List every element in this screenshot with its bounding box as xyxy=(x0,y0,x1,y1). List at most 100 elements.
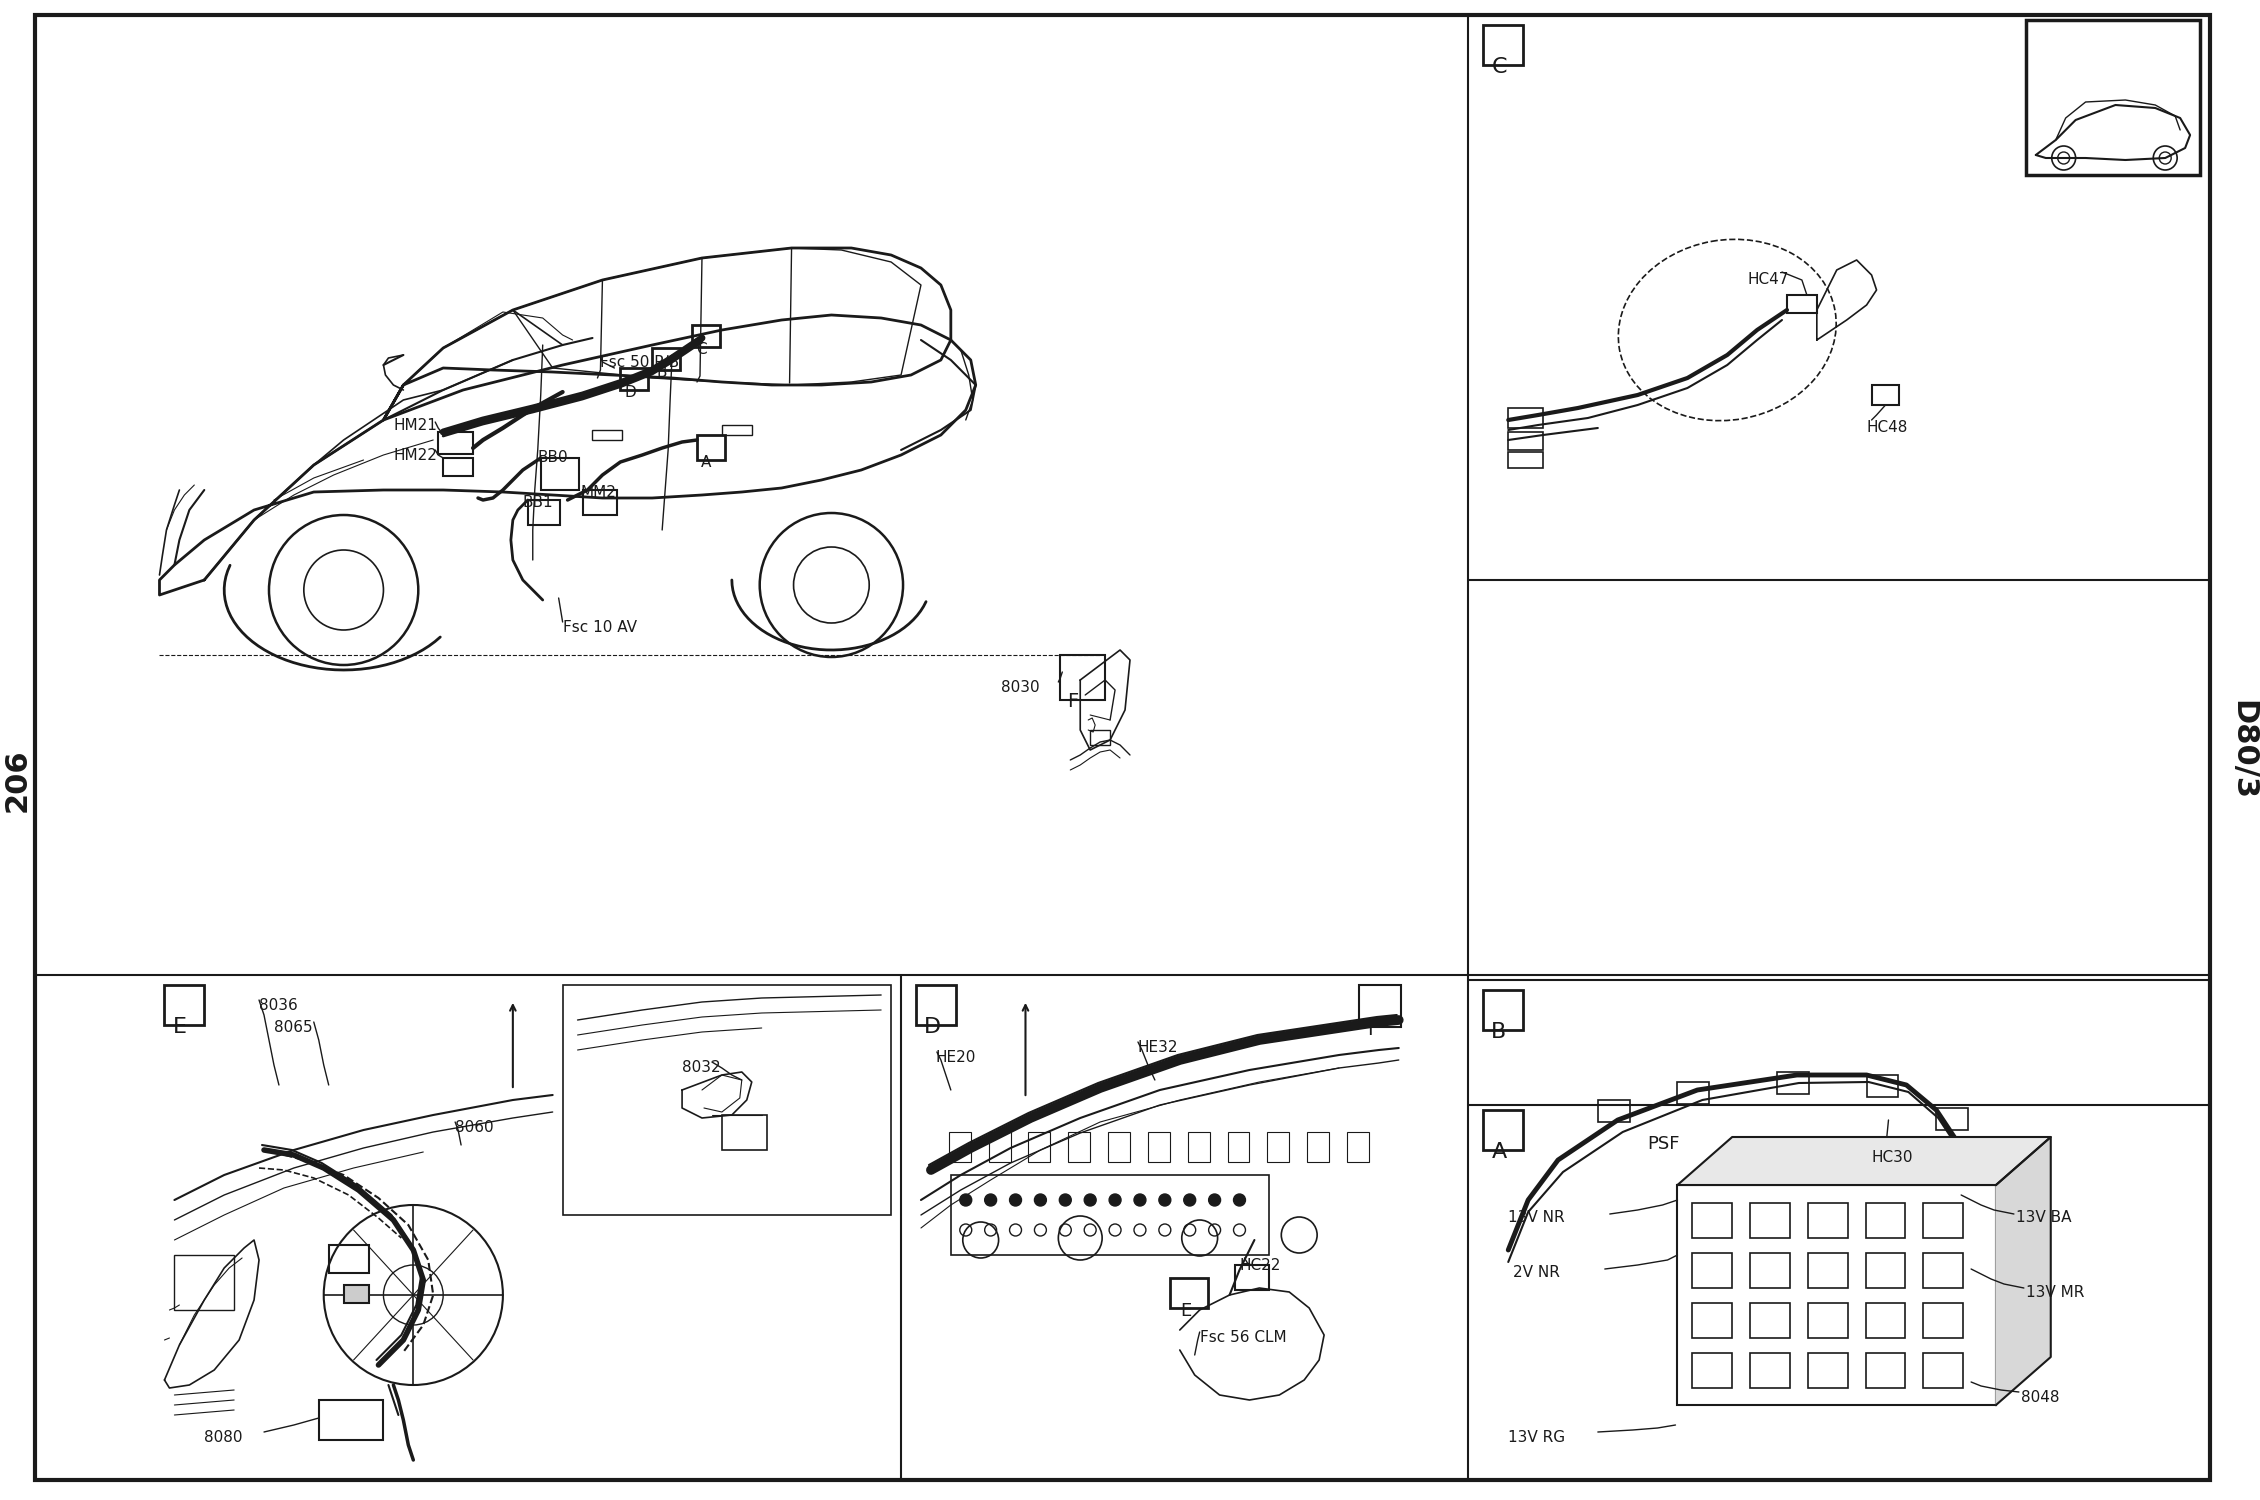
Bar xyxy=(1749,1252,1790,1288)
Text: HE32: HE32 xyxy=(1139,1040,1177,1054)
Bar xyxy=(1749,1203,1790,1237)
Bar xyxy=(1864,1252,1905,1288)
Text: A: A xyxy=(1492,1142,1507,1162)
Bar xyxy=(583,490,617,514)
Text: B: B xyxy=(1492,1022,1507,1042)
Bar xyxy=(1788,296,1817,314)
Text: D80/3: D80/3 xyxy=(2228,700,2258,800)
Bar xyxy=(1060,656,1105,700)
Bar xyxy=(692,326,721,346)
Text: A: A xyxy=(701,454,712,470)
Circle shape xyxy=(1234,1194,1245,1206)
Text: 8032: 8032 xyxy=(683,1060,721,1076)
Text: Fsc 10 AV: Fsc 10 AV xyxy=(563,620,637,634)
Bar xyxy=(1483,990,1523,1030)
Bar xyxy=(951,1174,1270,1256)
Bar xyxy=(1864,1353,1905,1388)
Bar xyxy=(721,424,753,435)
Text: HC47: HC47 xyxy=(1747,272,1788,286)
Text: HM22: HM22 xyxy=(393,448,436,464)
Text: E: E xyxy=(172,1017,185,1036)
Polygon shape xyxy=(1996,1137,2050,1406)
Bar xyxy=(1677,1082,1709,1104)
Bar xyxy=(165,986,203,1024)
Circle shape xyxy=(1135,1194,1146,1206)
Bar xyxy=(1749,1304,1790,1338)
Text: 8060: 8060 xyxy=(454,1120,493,1136)
Circle shape xyxy=(1060,1194,1071,1206)
Text: HC48: HC48 xyxy=(1867,420,1907,435)
Bar xyxy=(1507,408,1544,428)
Bar xyxy=(619,368,649,390)
Bar xyxy=(1923,1203,1964,1237)
Text: BB1: BB1 xyxy=(522,495,554,510)
Bar xyxy=(1507,432,1544,450)
Polygon shape xyxy=(1677,1137,2050,1185)
Bar xyxy=(1089,730,1110,746)
Bar xyxy=(443,458,472,476)
Bar xyxy=(1693,1203,1731,1237)
Text: 8048: 8048 xyxy=(2020,1390,2059,1406)
Text: HC22: HC22 xyxy=(1238,1258,1281,1274)
Bar xyxy=(1808,1353,1849,1388)
Bar xyxy=(1808,1203,1849,1237)
Bar xyxy=(1598,1100,1629,1122)
Text: 13V MR: 13V MR xyxy=(2025,1286,2084,1300)
Text: HM21: HM21 xyxy=(393,419,436,434)
Bar xyxy=(563,986,890,1215)
Text: 13V NR: 13V NR xyxy=(1507,1210,1564,1225)
Bar xyxy=(988,1132,1010,1162)
Text: HE20: HE20 xyxy=(936,1050,976,1065)
Bar xyxy=(1358,986,1401,1028)
Bar xyxy=(1069,1132,1089,1162)
Text: C: C xyxy=(696,342,707,357)
Bar xyxy=(1483,1110,1523,1150)
Bar xyxy=(1871,386,1898,405)
Bar xyxy=(1347,1132,1370,1162)
Text: 206: 206 xyxy=(2,748,32,812)
Bar xyxy=(1937,1108,1968,1130)
Circle shape xyxy=(1110,1194,1121,1206)
Text: E: E xyxy=(1180,1302,1191,1320)
Text: D: D xyxy=(624,386,635,400)
Bar xyxy=(1148,1132,1171,1162)
Bar xyxy=(1507,452,1544,468)
Bar xyxy=(1864,1203,1905,1237)
Bar xyxy=(1268,1132,1288,1162)
Bar xyxy=(174,1256,235,1310)
Bar xyxy=(1923,1304,1964,1338)
Bar xyxy=(949,1132,972,1162)
Bar xyxy=(1693,1252,1731,1288)
Bar xyxy=(1693,1353,1731,1388)
Circle shape xyxy=(1184,1194,1196,1206)
Bar xyxy=(2025,20,2199,176)
Bar xyxy=(1171,1278,1207,1308)
Text: HC30: HC30 xyxy=(1871,1150,1912,1166)
Bar xyxy=(1028,1132,1051,1162)
Circle shape xyxy=(1159,1194,1171,1206)
Text: 13V RG: 13V RG xyxy=(1507,1430,1566,1444)
Text: PSF: PSF xyxy=(1648,1136,1679,1154)
Bar xyxy=(696,435,725,460)
Circle shape xyxy=(1209,1194,1220,1206)
Circle shape xyxy=(1010,1194,1022,1206)
Bar xyxy=(1923,1252,1964,1288)
Circle shape xyxy=(960,1194,972,1206)
Bar xyxy=(1107,1132,1130,1162)
Circle shape xyxy=(1035,1194,1046,1206)
Bar xyxy=(529,500,560,525)
Bar xyxy=(915,986,956,1024)
Bar xyxy=(1867,1076,1898,1096)
Bar xyxy=(438,432,472,454)
Bar xyxy=(1864,1304,1905,1338)
Text: F: F xyxy=(1367,1020,1379,1040)
Bar xyxy=(1808,1252,1849,1288)
Bar xyxy=(1306,1132,1329,1162)
Bar xyxy=(1189,1132,1209,1162)
Bar xyxy=(1776,1072,1808,1094)
Bar xyxy=(328,1245,368,1274)
Bar xyxy=(721,1114,766,1150)
Bar xyxy=(1808,1304,1849,1338)
Bar xyxy=(319,1400,384,1440)
Text: 8065: 8065 xyxy=(273,1020,312,1035)
